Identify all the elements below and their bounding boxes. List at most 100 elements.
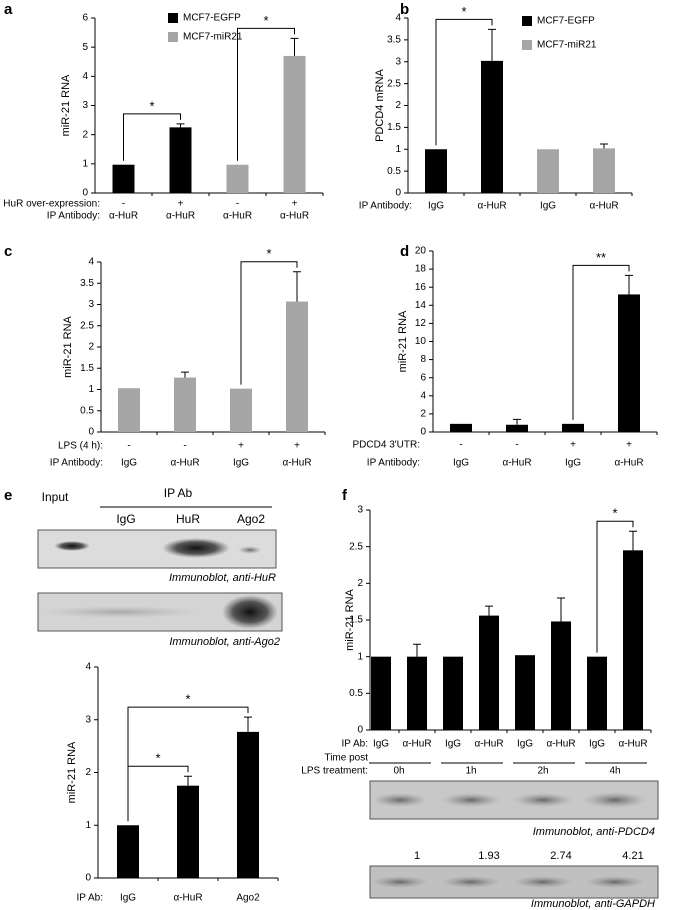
- y-tick-label: 2: [88, 342, 94, 353]
- y-tick-label: 0: [85, 873, 91, 884]
- x-tick-label: -: [183, 441, 186, 452]
- y-tick-label: 3: [88, 299, 94, 310]
- significance-label: *: [612, 506, 617, 521]
- blot-caption: Immunoblot, anti-HuR: [169, 572, 276, 584]
- bar: [371, 656, 391, 730]
- legend-swatch: [168, 13, 178, 23]
- y-tick-label: 2: [357, 578, 363, 589]
- bar: [551, 621, 571, 730]
- x-tick-label: IgG: [517, 739, 533, 750]
- bar: [407, 656, 427, 730]
- y-axis-label: PDCD4 mRNA: [374, 68, 386, 141]
- x-tick-label: α-HuR: [223, 211, 252, 222]
- bar: [286, 301, 308, 432]
- y-tick-label: 2: [82, 129, 88, 140]
- bar: [562, 423, 584, 432]
- row-label: IP Antibody:: [50, 458, 103, 469]
- blot-header: Input: [42, 490, 69, 504]
- row-label: IP Antibody:: [359, 201, 412, 212]
- error-bar: [244, 716, 252, 732]
- x-tick-label: +: [292, 199, 298, 210]
- legend-swatch: [168, 32, 178, 42]
- x-tick-label: -: [122, 199, 125, 210]
- panel-letter: d: [400, 243, 409, 260]
- blot-band: [441, 876, 501, 888]
- significance-bracket: [435, 18, 493, 146]
- y-tick-label: 3.5: [80, 278, 94, 289]
- y-tick-label: 1: [82, 158, 88, 169]
- y-tick-label: 6: [82, 13, 88, 24]
- row-label: IP Ab:: [76, 893, 103, 904]
- bar: [450, 423, 472, 432]
- x-tick-label: -: [515, 440, 518, 451]
- significance-label: *: [149, 98, 154, 113]
- x-tick-label: IgG: [565, 458, 581, 469]
- significance-label: *: [185, 692, 190, 707]
- legend-label: MCF7-miR21: [537, 40, 597, 51]
- y-tick-label: 4: [88, 257, 94, 268]
- legend-swatch: [522, 16, 532, 26]
- error-bar: [184, 775, 192, 786]
- blot-lane: Ago2: [237, 512, 265, 526]
- group-name: 4h: [609, 766, 620, 777]
- x-tick-label: +: [570, 440, 576, 451]
- legend-swatch: [522, 40, 532, 50]
- bar: [230, 388, 252, 432]
- x-tick-label: IgG: [445, 739, 461, 750]
- blot-value: 4.21: [622, 850, 643, 862]
- blot-band: [238, 546, 262, 554]
- y-tick-label: 2: [420, 409, 426, 420]
- x-tick-label: α-HuR: [589, 201, 618, 212]
- y-tick-label: 18: [415, 264, 427, 275]
- y-tick-label: 1: [395, 144, 401, 155]
- x-tick-label: α-HuR: [282, 458, 311, 469]
- bar: [443, 656, 463, 730]
- x-tick-label: -: [459, 440, 462, 451]
- y-tick-label: 0.5: [387, 166, 401, 177]
- bar: [226, 164, 249, 193]
- y-tick-label: 4: [85, 662, 91, 673]
- group-name: 1h: [465, 766, 476, 777]
- y-tick-label: 3: [82, 100, 88, 111]
- x-tick-label: Ago2: [236, 893, 260, 904]
- group-label: LPS treatment:: [301, 766, 368, 777]
- y-tick-label: 20: [415, 246, 427, 257]
- blot-caption: Immunoblot, anti-GAPDH: [531, 898, 655, 910]
- x-tick-label: IgG: [540, 201, 556, 212]
- y-tick-label: 0.5: [349, 688, 363, 699]
- y-tick-label: 3: [85, 714, 91, 725]
- y-tick-label: 4: [82, 71, 88, 82]
- x-tick-label: +: [238, 441, 244, 452]
- significance-bracket: [127, 706, 249, 822]
- y-tick-label: 3: [357, 505, 363, 516]
- error-bar: [625, 274, 633, 295]
- blot-image: [37, 529, 277, 569]
- blot-band: [54, 541, 90, 551]
- x-tick-label: α-HuR: [502, 458, 531, 469]
- blot-band: [585, 876, 645, 888]
- significance-label: *: [155, 751, 160, 766]
- error-bar: [181, 371, 189, 378]
- y-tick-label: 3.5: [387, 35, 401, 46]
- bar: [506, 424, 528, 432]
- x-tick-label: α-HuR: [173, 893, 202, 904]
- legend-label: MCF7-miR21: [183, 32, 243, 43]
- y-tick-label: 6: [420, 372, 426, 383]
- x-tick-label: α-HuR: [477, 201, 506, 212]
- x-tick-label: IgG: [120, 893, 136, 904]
- x-tick-label: α-HuR: [546, 739, 575, 750]
- y-tick-label: 0: [357, 725, 363, 736]
- panel-letter: a: [4, 1, 13, 18]
- bar: [587, 656, 607, 730]
- panel-letter: e: [4, 487, 12, 504]
- row-label: LPS (4 h):: [58, 441, 103, 452]
- blot-band: [222, 595, 278, 629]
- x-tick-label: IgG: [453, 458, 469, 469]
- row-label: IP Antibody:: [47, 211, 100, 222]
- row-label: PDCD4 3'UTR:: [353, 440, 420, 451]
- x-tick-label: α-HuR: [614, 458, 643, 469]
- error-bar: [629, 530, 637, 551]
- panel-letter: b: [400, 1, 409, 18]
- x-tick-label: α-HuR: [402, 739, 431, 750]
- blot-caption: Immunoblot, anti-Ago2: [169, 636, 280, 648]
